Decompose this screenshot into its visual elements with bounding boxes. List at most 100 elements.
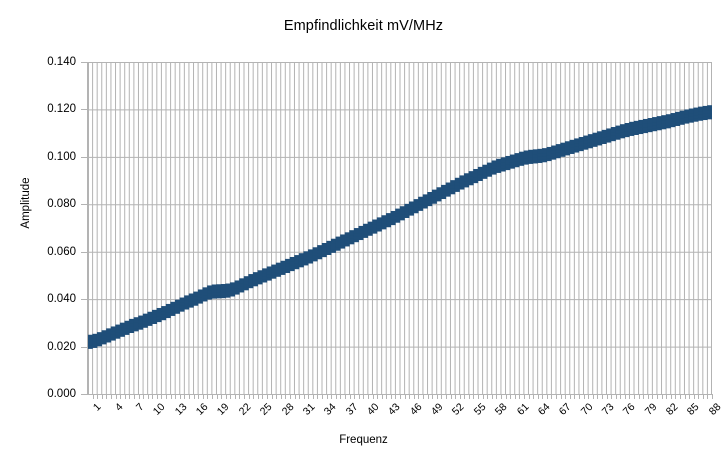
x-axis-tick-mark bbox=[110, 394, 112, 399]
x-axis-tick-mark bbox=[133, 394, 135, 399]
x-axis-tick-mark bbox=[129, 394, 131, 399]
x-axis-tick-mark bbox=[198, 394, 200, 399]
y-axis-tick-mark bbox=[81, 62, 87, 63]
x-axis-tick-mark bbox=[661, 394, 663, 399]
x-axis-tick-mark bbox=[643, 394, 645, 399]
x-axis-tick-mark bbox=[693, 394, 695, 399]
y-axis-tick-label: 0.020 bbox=[47, 340, 76, 353]
x-axis-tick-mark bbox=[634, 394, 635, 399]
x-axis-tick-mark bbox=[358, 394, 360, 399]
y-axis-tick-label: 0.080 bbox=[47, 198, 76, 211]
x-axis-tick-mark bbox=[542, 394, 544, 399]
x-axis-tick-mark bbox=[445, 394, 447, 399]
x-axis-tick-mark bbox=[418, 394, 420, 399]
y-axis-labels: 0.140 0.120 0.100 0.080 0.060 0.040 0.020 0.000 bbox=[0, 0, 87, 472]
x-axis-tick-mark bbox=[528, 394, 530, 399]
x-axis-tick-mark bbox=[698, 394, 700, 399]
x-axis-tick-mark bbox=[248, 394, 250, 399]
x-axis-tick-mark bbox=[349, 394, 351, 399]
x-axis-tick-mark bbox=[97, 394, 99, 399]
x-axis-tick-mark bbox=[666, 394, 668, 399]
y-axis-tick-label: 0.060 bbox=[47, 245, 76, 258]
x-axis-tick-mark bbox=[115, 394, 117, 399]
y-axis-tick-mark bbox=[81, 251, 87, 253]
x-axis-tick-mark bbox=[707, 394, 709, 399]
x-axis-tick-mark bbox=[505, 394, 507, 399]
x-axis-tick-mark bbox=[179, 394, 181, 399]
y-axis-tick-mark bbox=[81, 204, 87, 206]
x-axis-tick-mark bbox=[689, 394, 691, 399]
x-axis-tick-mark bbox=[372, 394, 374, 399]
x-axis-tick-mark bbox=[147, 394, 149, 399]
x-axis-tick-mark bbox=[624, 394, 626, 399]
x-axis-tick-mark bbox=[266, 394, 268, 399]
x-axis-tick-mark bbox=[712, 394, 713, 399]
x-axis-tick-mark bbox=[523, 394, 525, 399]
x-axis-tick-mark bbox=[207, 394, 209, 399]
x-axis-tick-mark bbox=[675, 394, 677, 399]
x-axis-tick-mark bbox=[308, 394, 310, 399]
x-axis-tick-mark bbox=[464, 394, 466, 399]
x-axis-tick-mark bbox=[262, 394, 264, 399]
x-axis-tick-mark bbox=[468, 394, 470, 399]
y-axis-tick-label: 0.140 bbox=[47, 56, 76, 68]
x-axis-tick-mark bbox=[386, 394, 388, 399]
x-axis-tick-mark bbox=[257, 394, 259, 399]
x-axis-tick-mark bbox=[546, 394, 548, 399]
y-axis-tick-label: 0.120 bbox=[47, 103, 76, 116]
x-axis-tick-mark bbox=[432, 394, 434, 399]
x-axis-tick-mark bbox=[221, 394, 223, 399]
x-axis-tick-mark bbox=[565, 394, 567, 399]
x-axis-tick-mark bbox=[175, 394, 177, 399]
x-axis-tick-mark bbox=[280, 394, 282, 399]
x-axis-tick-mark bbox=[152, 394, 154, 399]
x-axis-tick-mark bbox=[92, 394, 94, 399]
x-axis-tick-mark bbox=[500, 394, 502, 399]
data-series-markers bbox=[88, 105, 712, 349]
x-axis-tick-mark bbox=[161, 394, 163, 399]
x-axis-tick-mark bbox=[409, 394, 411, 399]
x-axis-tick-mark bbox=[271, 394, 273, 399]
x-axis-tick-mark bbox=[404, 394, 406, 399]
x-axis-tick-mark bbox=[166, 394, 167, 399]
x-axis-tick-mark bbox=[578, 394, 580, 399]
x-axis-tick-mark bbox=[390, 394, 392, 399]
x-axis-tick-mark bbox=[276, 394, 278, 399]
x-axis-tick-mark bbox=[487, 394, 489, 399]
x-axis-tick-mark bbox=[234, 394, 236, 399]
y-axis-tick-mark bbox=[81, 299, 87, 301]
x-axis-tick-mark bbox=[491, 394, 493, 399]
x-axis-tick-mark bbox=[615, 394, 617, 399]
x-axis-tick-mark bbox=[216, 394, 218, 399]
x-axis-tick-mark bbox=[441, 394, 443, 399]
x-axis-tick-mark bbox=[473, 394, 475, 399]
y-axis-tick-mark bbox=[81, 109, 87, 111]
x-axis-tick-mark bbox=[317, 394, 319, 399]
x-axis-tick-mark bbox=[556, 394, 557, 399]
x-axis-tick-mark bbox=[143, 394, 145, 399]
x-axis-tick-mark bbox=[450, 394, 452, 399]
x-axis-tick-mark bbox=[606, 394, 608, 399]
plot-area bbox=[88, 62, 712, 394]
x-axis-tick-mark bbox=[413, 394, 415, 399]
x-axis-tick-mark bbox=[569, 394, 571, 399]
x-axis-tick-mark bbox=[344, 394, 346, 399]
x-axis-tick-mark bbox=[253, 394, 255, 399]
x-axis-tick-mark bbox=[331, 394, 333, 399]
x-axis-tick-mark bbox=[679, 394, 681, 399]
y-axis-tick-mark bbox=[81, 394, 87, 395]
y-axis-tick-label: 0.040 bbox=[47, 293, 76, 306]
x-axis-tick-mark bbox=[551, 394, 553, 399]
x-axis-tick-mark bbox=[299, 394, 301, 399]
chart-title: Empfindlichkeit mV/MHz bbox=[283, 18, 444, 34]
x-axis-tick-mark bbox=[340, 394, 342, 399]
x-axis-tick-mark bbox=[482, 394, 484, 399]
x-axis-tick-mark bbox=[537, 394, 539, 399]
x-axis-tick-mark bbox=[560, 394, 562, 399]
x-axis-tick-mark bbox=[427, 394, 429, 399]
x-axis-tick-mark bbox=[629, 394, 631, 399]
x-axis-tick-mark bbox=[656, 394, 658, 399]
x-axis-tick-mark bbox=[244, 394, 245, 399]
